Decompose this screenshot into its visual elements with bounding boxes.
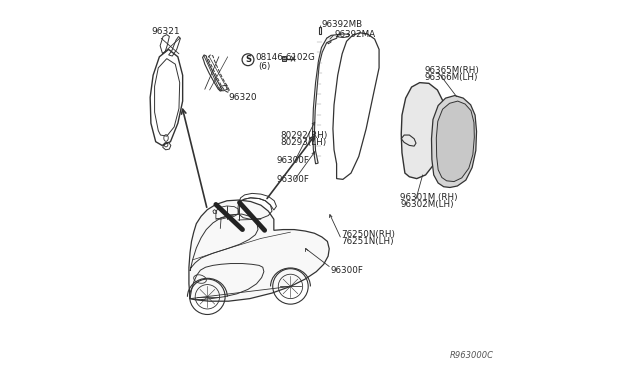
Text: 96366M(LH): 96366M(LH) bbox=[424, 73, 478, 82]
Polygon shape bbox=[312, 35, 338, 164]
Text: 96321: 96321 bbox=[152, 28, 180, 36]
Polygon shape bbox=[189, 200, 329, 301]
Polygon shape bbox=[282, 57, 286, 61]
Text: (6): (6) bbox=[258, 62, 270, 71]
Text: 96365M(RH): 96365M(RH) bbox=[424, 66, 479, 75]
Text: 76251N(LH): 76251N(LH) bbox=[341, 237, 394, 246]
Text: 96300F: 96300F bbox=[276, 156, 309, 166]
Text: 96300F: 96300F bbox=[330, 266, 364, 275]
Polygon shape bbox=[436, 101, 474, 182]
Text: 96392MB: 96392MB bbox=[322, 20, 363, 29]
Text: 08146-6102G: 08146-6102G bbox=[255, 53, 315, 62]
Polygon shape bbox=[401, 83, 445, 179]
Text: 96302M(LH): 96302M(LH) bbox=[401, 200, 454, 209]
Text: 96320: 96320 bbox=[228, 93, 257, 102]
Text: 80293(LH): 80293(LH) bbox=[280, 138, 326, 147]
Text: R963000C: R963000C bbox=[451, 350, 494, 360]
Polygon shape bbox=[431, 96, 477, 187]
Text: 96392MA: 96392MA bbox=[334, 30, 375, 39]
Text: S: S bbox=[245, 55, 251, 64]
Text: 96300F: 96300F bbox=[276, 175, 309, 184]
Text: 80292(RH): 80292(RH) bbox=[280, 131, 328, 140]
Text: 76250N(RH): 76250N(RH) bbox=[341, 230, 396, 239]
Text: 96301M (RH): 96301M (RH) bbox=[401, 193, 458, 202]
